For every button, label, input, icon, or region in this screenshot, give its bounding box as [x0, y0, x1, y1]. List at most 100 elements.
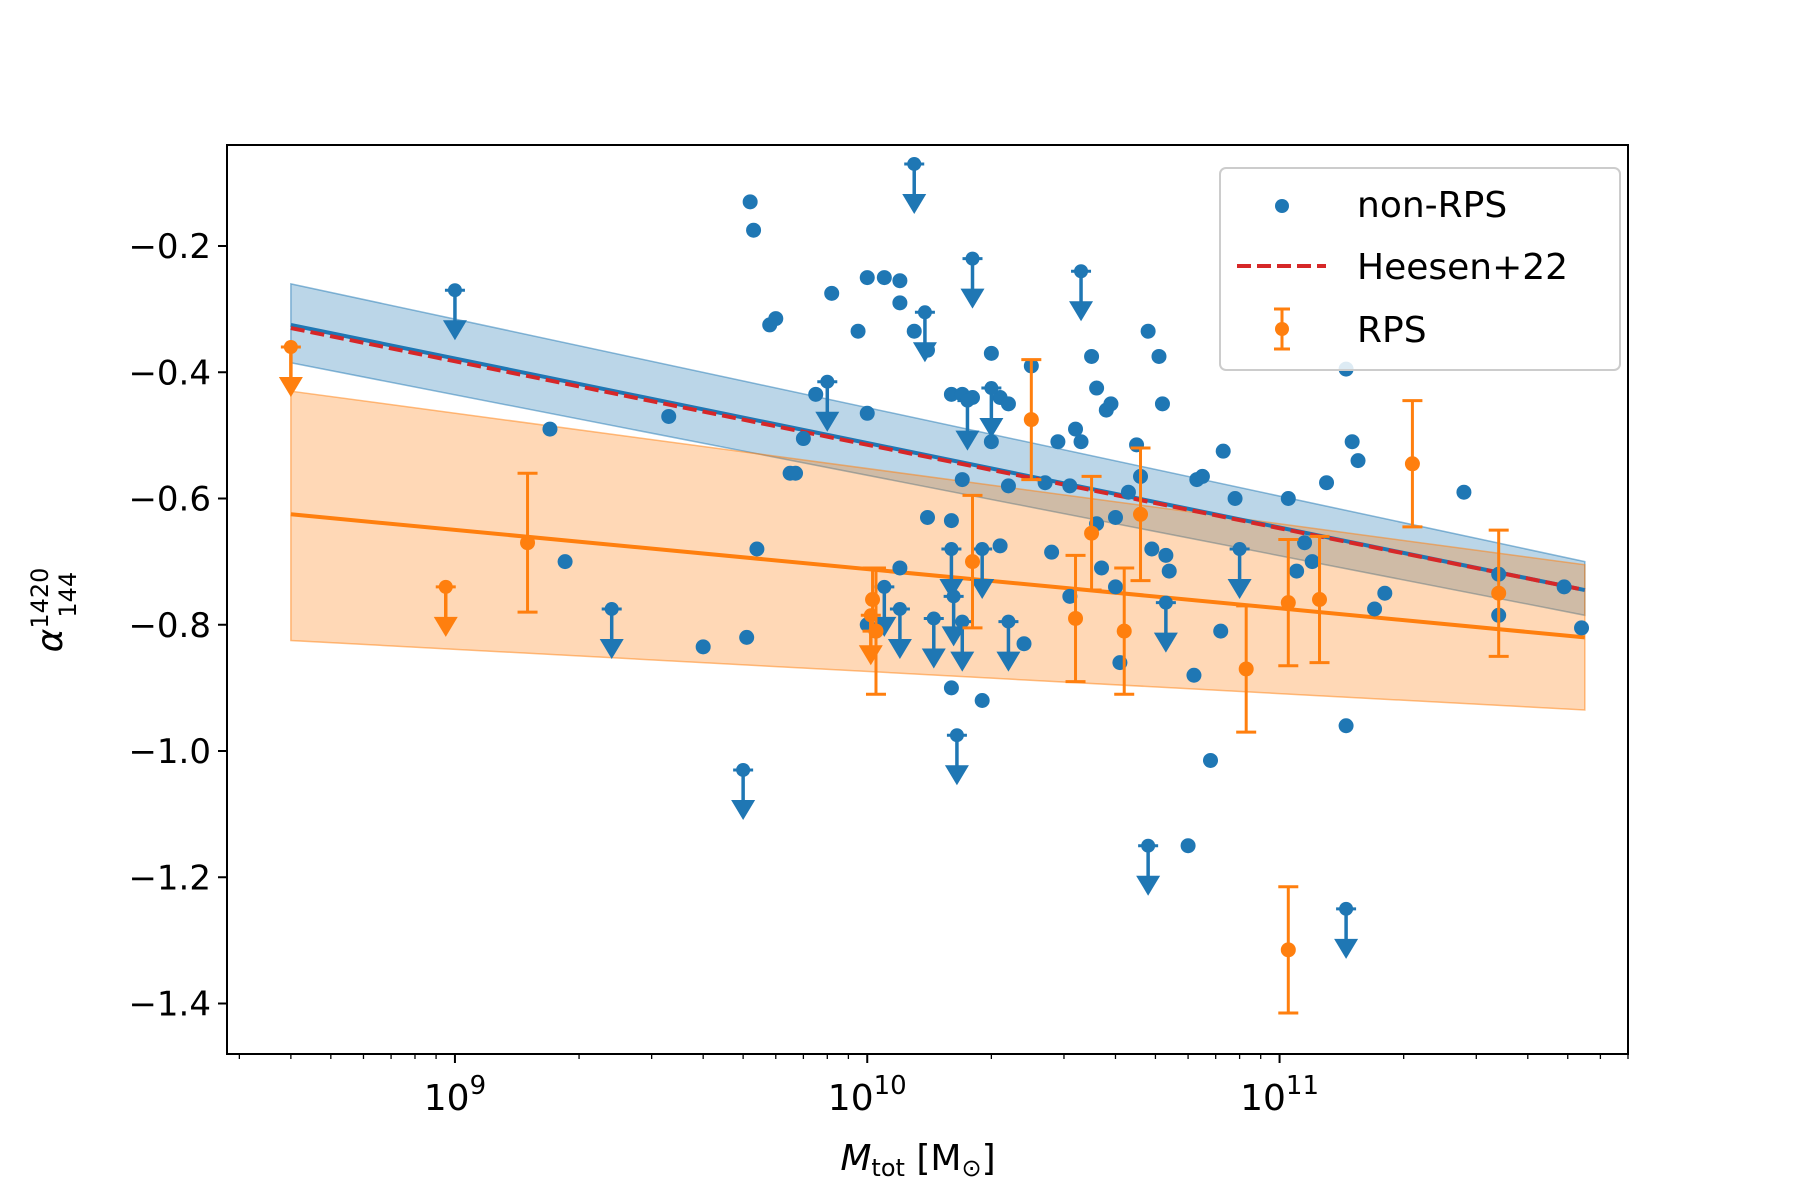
non-rps-upper-limit-20: [1153, 595, 1178, 653]
legend-marker-non-rps: [1275, 199, 1289, 213]
upper-limit-arrowhead: [912, 342, 937, 363]
non-rps-point: [859, 270, 875, 286]
non-rps-point: [943, 513, 959, 529]
non-rps-point: [974, 693, 990, 708]
upper-limit-arrowhead: [887, 638, 912, 659]
rps-point-14: [1488, 528, 1509, 658]
non-rps-point: [1089, 380, 1105, 396]
non-rps-point: [1556, 579, 1572, 595]
non-rps-upper-limit-1: [599, 601, 624, 659]
x-axis-label-close: ]: [982, 1138, 996, 1179]
non-rps-point: [1107, 509, 1123, 525]
y-axis-label-main: α: [30, 628, 71, 652]
legend-item-rps: RPS: [1274, 307, 1427, 351]
rps-fit-band: [290, 390, 1586, 711]
rps-fit-line: [290, 512, 1586, 640]
upper-limit-point: [984, 381, 999, 396]
non-rps-point: [992, 538, 1008, 554]
upper-limit-point: [1141, 838, 1156, 853]
non-rps-upper-limit-2: [731, 762, 756, 820]
upper-limit-arrowhead: [996, 651, 1021, 672]
non-rps-point: [1000, 478, 1016, 494]
y-tick-label: −1.2: [128, 858, 211, 898]
legend-label-rps: RPS: [1357, 310, 1427, 351]
non-rps-point: [788, 465, 804, 481]
upper-limit-arrowhead: [433, 616, 458, 637]
non-rps-point: [1350, 453, 1366, 469]
confidence-bands: [290, 282, 1586, 711]
non-rps-point: [542, 421, 558, 437]
rps-point: [1280, 942, 1296, 958]
non-rps-upper-limit-21: [1227, 542, 1252, 599]
non-rps-point: [557, 554, 573, 570]
non-rps-point: [1574, 620, 1590, 636]
non-rps-point: [1062, 478, 1078, 494]
non-rps-point: [1094, 560, 1110, 576]
rps-upper-limit-0: [278, 340, 303, 397]
x-tick-label-exponent: 10: [874, 1071, 907, 1101]
y-axis-label-sup: 1420: [26, 568, 54, 629]
upper-limit-point: [863, 608, 878, 623]
upper-limit-point: [926, 611, 941, 626]
rps-point-8: [1130, 446, 1151, 583]
non-rps-point: [1000, 396, 1016, 412]
upper-limit-arrowhead: [960, 288, 985, 309]
upper-limit-arrowhead: [1227, 579, 1252, 599]
non-rps-point: [661, 408, 677, 424]
upper-limit-arrowhead: [1069, 301, 1094, 322]
upper-limit-arrowhead: [955, 430, 980, 451]
x-tick-label-exponent: 9: [470, 1071, 487, 1101]
upper-limit-point: [447, 283, 462, 298]
rps-upper-limit-1: [433, 579, 458, 637]
y-tick-label: −1.0: [128, 732, 211, 772]
non-rps-point: [1151, 348, 1167, 364]
non-rps-point: [1103, 396, 1119, 412]
non-rps-upper-limit-3: [815, 374, 840, 432]
non-rps-upper-limit-12: [950, 614, 975, 672]
upper-limit-point: [960, 393, 975, 408]
non-rps-point: [1180, 838, 1196, 854]
non-rps-point: [742, 194, 758, 210]
non-rps-point: [1227, 491, 1243, 506]
rps-point: [1280, 595, 1296, 611]
non-rps-point: [695, 639, 711, 655]
non-rps-point: [1084, 348, 1100, 364]
non-rps-point: [954, 472, 970, 488]
rps-point: [1023, 412, 1039, 428]
rps-point-2: [865, 566, 886, 696]
non-rps-point: [920, 509, 935, 525]
upper-limit-point: [949, 728, 964, 743]
non-rps-upper-limit-16: [979, 381, 1004, 439]
y-axis-label: α1420144: [26, 568, 82, 653]
legend-item-heesen: Heesen+22: [1237, 247, 1568, 288]
upper-limit-point: [1339, 901, 1354, 916]
non-rps-point: [1144, 541, 1160, 557]
non-rps-upper-limit-9: [939, 542, 964, 599]
upper-limit-point: [1074, 264, 1089, 279]
non-rps-point: [943, 680, 959, 696]
data-points: [278, 156, 1590, 1015]
rps-point: [1068, 610, 1084, 626]
x-axis-label-sub: tot: [871, 1154, 905, 1182]
non-rps-point: [1297, 535, 1313, 551]
x-tick-label: 1011: [1240, 1071, 1319, 1119]
upper-limit-point: [438, 579, 453, 594]
non-rps-point: [1456, 484, 1472, 500]
rps-point-11: [1278, 885, 1299, 1015]
non-rps-point: [1338, 718, 1354, 734]
upper-limit-point: [965, 251, 980, 266]
non-rps-point: [1213, 623, 1229, 639]
non-rps-point: [739, 629, 755, 645]
x-tick-label-base: 10: [1240, 1078, 1286, 1119]
upper-limit-arrowhead: [944, 765, 969, 786]
x-tick-label: 1010: [828, 1071, 907, 1119]
non-rps-point: [749, 541, 765, 557]
upper-limit-point: [944, 542, 959, 556]
non-rps-point: [1280, 491, 1296, 506]
non-rps-point: [768, 311, 784, 327]
non-rps-upper-limit-7: [912, 305, 937, 363]
non-rps-point: [1062, 588, 1078, 604]
non-rps-point: [983, 345, 999, 361]
non-rps-point: [859, 405, 875, 421]
